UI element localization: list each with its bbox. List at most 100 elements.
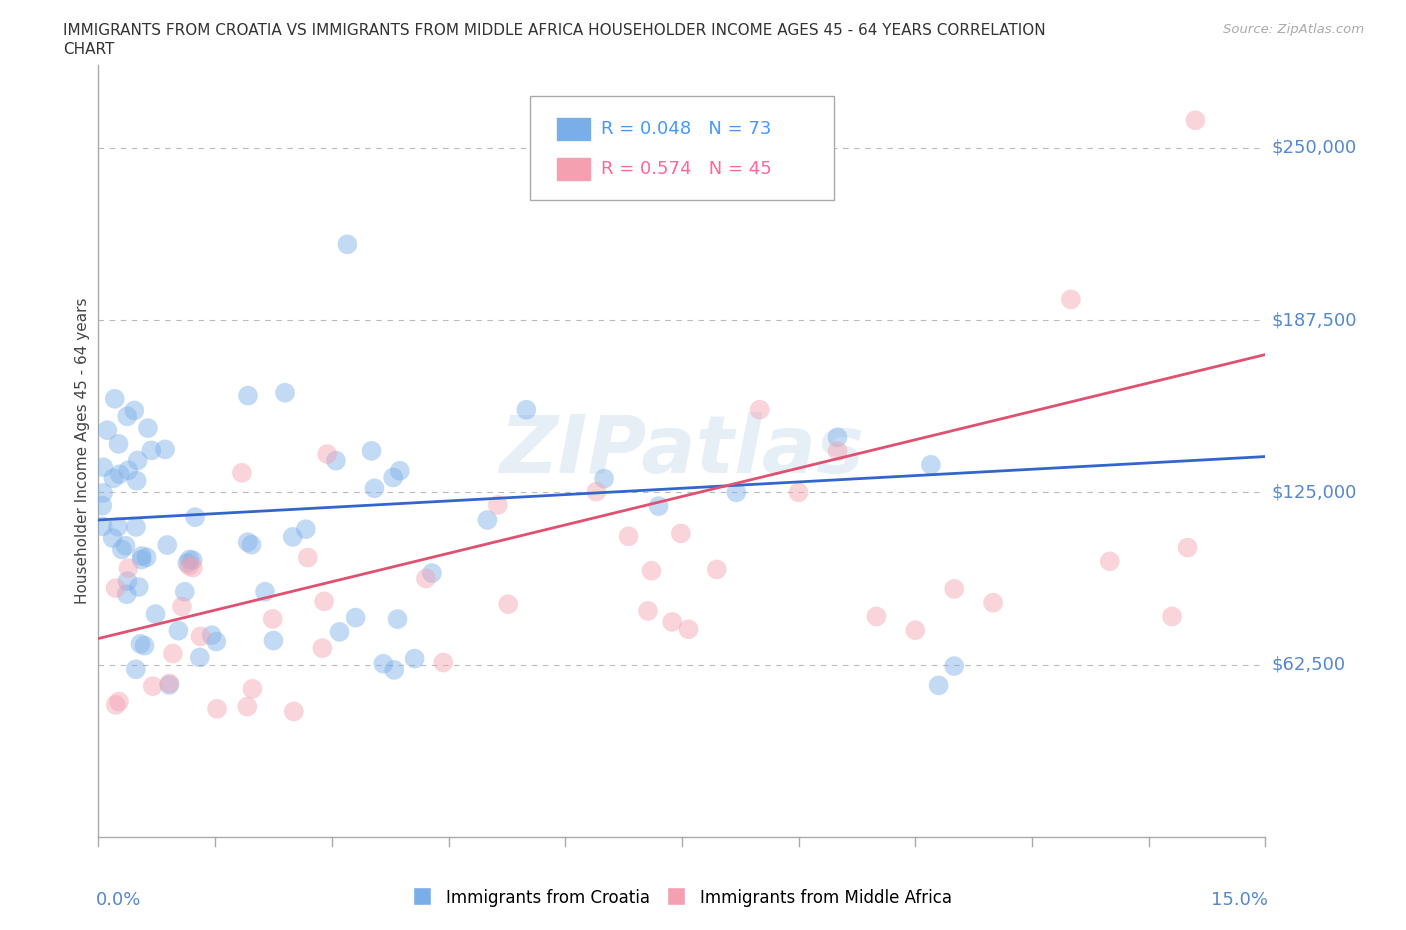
Point: [827, 430, 849, 445]
Point: [104, 580, 127, 595]
Point: [128, 579, 150, 594]
Point: [108, 467, 131, 482]
Point: [141, 443, 163, 458]
Point: [231, 465, 253, 480]
Legend: Immigrants from Croatia, Immigrants from Middle Africa: Immigrants from Croatia, Immigrants from…: [405, 882, 959, 913]
Point: [127, 453, 149, 468]
Point: [201, 628, 224, 643]
Point: [943, 581, 966, 596]
Point: [236, 699, 259, 714]
Point: [297, 551, 319, 565]
Text: $250,000: $250,000: [1271, 139, 1357, 157]
Point: [1161, 609, 1184, 624]
Point: [325, 453, 347, 468]
Point: [725, 485, 748, 499]
Point: [142, 679, 165, 694]
Point: [515, 403, 537, 418]
Point: [115, 409, 138, 424]
Point: [640, 564, 662, 578]
Point: [181, 552, 204, 567]
Point: [104, 392, 127, 406]
Point: [496, 597, 519, 612]
Point: [669, 526, 692, 541]
Point: [114, 538, 136, 553]
Point: [205, 701, 228, 716]
Text: 15.0%: 15.0%: [1211, 891, 1268, 909]
Point: [420, 565, 443, 580]
Point: [294, 522, 316, 537]
Text: $62,500: $62,500: [1271, 656, 1346, 673]
Text: 0.0%: 0.0%: [96, 891, 142, 909]
Point: [283, 704, 305, 719]
Point: [135, 550, 157, 565]
Text: CHART: CHART: [63, 42, 115, 57]
Point: [179, 558, 201, 573]
Point: [432, 655, 454, 670]
Bar: [557, 118, 589, 140]
Point: [787, 485, 810, 499]
Point: [373, 657, 395, 671]
Point: [388, 463, 411, 478]
Point: [108, 694, 131, 709]
Point: [336, 237, 359, 252]
Point: [125, 662, 148, 677]
Point: [387, 612, 409, 627]
Point: [236, 388, 259, 403]
Text: IMMIGRANTS FROM CROATIA VS IMMIGRANTS FROM MIDDLE AFRICA HOUSEHOLDER INCOME AGES: IMMIGRANTS FROM CROATIA VS IMMIGRANTS FR…: [63, 23, 1046, 38]
Point: [344, 610, 367, 625]
Text: ZIPatlas: ZIPatlas: [499, 412, 865, 490]
Point: [274, 385, 297, 400]
Point: [404, 651, 426, 666]
Point: [190, 629, 212, 644]
Text: Source: ZipAtlas.com: Source: ZipAtlas.com: [1223, 23, 1364, 36]
Point: [617, 529, 640, 544]
Point: [281, 529, 304, 544]
Point: [91, 498, 114, 513]
Point: [1060, 292, 1083, 307]
Point: [865, 609, 887, 624]
Point: [1184, 113, 1206, 127]
Point: [253, 584, 276, 599]
Point: [382, 662, 405, 677]
Point: [117, 574, 139, 589]
Y-axis label: Householder Income Ages 45 - 64 years: Householder Income Ages 45 - 64 years: [75, 298, 90, 604]
Point: [477, 512, 499, 527]
Point: [96, 423, 118, 438]
Point: [131, 552, 153, 567]
Point: [179, 552, 201, 567]
Point: [360, 444, 382, 458]
Text: R = 0.048   N = 73: R = 0.048 N = 73: [602, 120, 772, 139]
Bar: [557, 158, 589, 180]
Point: [136, 420, 159, 435]
Point: [188, 650, 211, 665]
Point: [904, 623, 927, 638]
Point: [176, 555, 198, 570]
Point: [157, 677, 180, 692]
Point: [125, 473, 148, 488]
Point: [585, 485, 607, 499]
Point: [262, 633, 284, 648]
Point: [706, 562, 728, 577]
Point: [107, 519, 129, 534]
Point: [117, 561, 139, 576]
Point: [1098, 554, 1121, 569]
Point: [314, 594, 336, 609]
Point: [93, 459, 115, 474]
Point: [678, 622, 700, 637]
Text: $125,000: $125,000: [1271, 484, 1357, 501]
Point: [661, 615, 683, 630]
Point: [242, 682, 264, 697]
Point: [316, 446, 339, 461]
Point: [156, 538, 179, 552]
Text: R = 0.574   N = 45: R = 0.574 N = 45: [602, 160, 772, 179]
Point: [134, 638, 156, 653]
Point: [162, 646, 184, 661]
Point: [311, 641, 333, 656]
Point: [131, 549, 153, 564]
Point: [593, 472, 616, 486]
Point: [415, 571, 437, 586]
Point: [943, 658, 966, 673]
Point: [104, 698, 127, 712]
Point: [153, 442, 176, 457]
Point: [363, 481, 385, 496]
